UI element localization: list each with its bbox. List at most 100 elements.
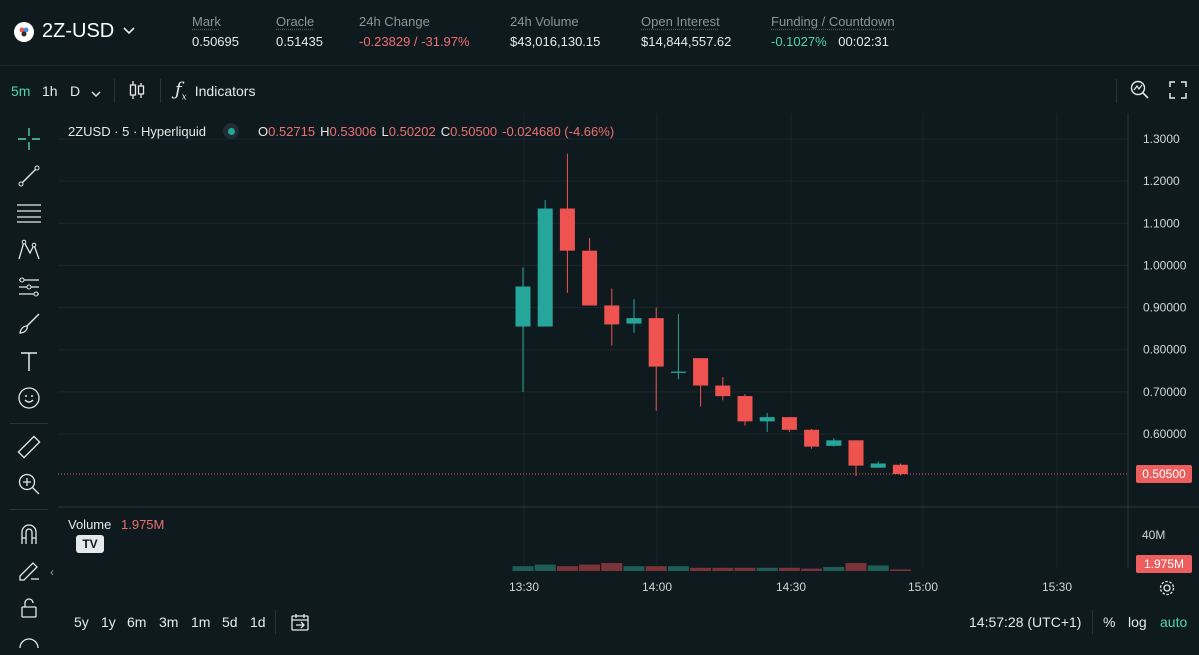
legend-title: 2ZUSD · 5 · Hyperliquid (68, 123, 206, 139)
stat-value: -0.23829 / -31.97% (359, 34, 470, 49)
interval-dropdown-icon[interactable] (91, 85, 101, 103)
price-tick-label: 1.2000 (1143, 174, 1180, 188)
candle-body (693, 358, 709, 386)
volume-bar (712, 567, 734, 571)
candle-body (559, 208, 575, 251)
range-1d[interactable]: 1d (250, 614, 266, 630)
percent-toggle[interactable]: % (1103, 614, 1116, 630)
candle-body (892, 464, 908, 475)
symbol-selector[interactable]: 2Z-USD (14, 20, 136, 43)
candle-body (604, 305, 620, 325)
candle-type-icon[interactable] (127, 79, 147, 106)
ohlc-value: 0.53006 (329, 123, 377, 139)
price-tick-label: 0.70000 (1143, 385, 1187, 399)
time-tick-label: 13:30 (509, 580, 539, 594)
toolbar-divider (114, 79, 115, 103)
brush-icon[interactable] (16, 311, 42, 337)
stat-24h-volume: 24h Volume $43,016,130.15 (510, 14, 600, 49)
magnet-icon[interactable] (16, 521, 42, 547)
chart-legend: 2ZUSD · 5 · Hyperliquid O0.52715 H0.5300… (68, 123, 614, 139)
volume-bar (534, 564, 556, 571)
draw-mode-icon[interactable] (16, 558, 42, 584)
drawing-toolbar: ‹ (0, 113, 58, 648)
ruler-icon[interactable] (16, 434, 42, 460)
volume-bar (512, 566, 534, 571)
volume-bar (734, 567, 756, 571)
volume-bar (867, 565, 889, 571)
candle-body (515, 286, 531, 327)
auto-toggle[interactable]: auto (1160, 614, 1188, 630)
fullscreen-icon[interactable] (1168, 80, 1188, 105)
range-3m[interactable]: 3m (159, 614, 179, 630)
price-tick-label: 1.00000 (1143, 258, 1187, 272)
candle-body (737, 396, 753, 422)
fib-retracement-icon[interactable] (16, 274, 42, 300)
price-tick-label: 0.80000 (1143, 343, 1187, 357)
volume-bar (823, 567, 845, 571)
lock-icon[interactable] (16, 595, 42, 621)
interval-5m[interactable]: 5m (11, 83, 31, 99)
time-tick-label: 15:00 (908, 580, 938, 594)
ohlc-key: L (381, 123, 389, 139)
toolbar-divider (10, 423, 48, 424)
candle-body (537, 208, 553, 327)
volume-bar (756, 567, 778, 571)
candle-body (781, 417, 797, 430)
bottom-bar: 5y 1y 6m 3m 1m 5d 1d 14:57:28 (UTC+1) % … (0, 604, 1199, 640)
ohlc-value: 0.52715 (268, 123, 316, 139)
range-5d[interactable]: 5d (222, 614, 238, 630)
visibility-icon[interactable] (16, 629, 42, 655)
candle-body (670, 371, 686, 373)
toolbar-divider (275, 610, 276, 634)
volume-tag: 1.975M (1136, 555, 1192, 573)
candle-body (826, 440, 842, 446)
price-tick-label: 1.3000 (1143, 132, 1180, 146)
horizontal-lines-icon[interactable] (16, 200, 42, 226)
ohlc-key: H (320, 123, 330, 139)
chevron-down-icon (122, 23, 136, 41)
collapse-arrow-icon[interactable]: ‹ (50, 565, 54, 579)
screenshot-search-icon[interactable] (1129, 79, 1151, 106)
volume-bar (601, 563, 623, 571)
interval-1h[interactable]: 1h (42, 83, 58, 99)
goto-date-icon[interactable] (290, 612, 310, 637)
chart-settings-gear-icon[interactable] (1159, 580, 1175, 601)
interval-d[interactable]: D (70, 83, 81, 99)
range-1m[interactable]: 1m (191, 614, 211, 630)
candle-body (715, 385, 731, 397)
time-tick-label: 15:30 (1042, 580, 1072, 594)
stat-label: Mark (192, 14, 221, 29)
crosshair-icon[interactable] (16, 126, 42, 152)
price-tick-label: 0.90000 (1143, 301, 1187, 315)
range-6m[interactable]: 6m (127, 614, 147, 630)
clock-label[interactable]: 14:57:28 (UTC+1) (969, 614, 1082, 630)
volume-label: Volume (68, 517, 112, 532)
stat-funding: Funding / Countdown -0.1027% 00:02:31 (771, 14, 895, 49)
stat-mark: Mark 0.50695 (192, 14, 239, 49)
text-icon[interactable] (16, 348, 42, 374)
stat-oracle: Oracle 0.51435 (276, 14, 323, 49)
visibility-eye-icon[interactable] (223, 123, 239, 139)
funding-rate: -0.1027% (771, 34, 827, 49)
pattern-icon[interactable] (16, 237, 42, 263)
volume-value: 1.975M (121, 517, 165, 532)
volume-bar (778, 567, 800, 571)
trendline-icon[interactable] (16, 163, 42, 189)
range-5y[interactable]: 5y (74, 614, 89, 630)
stat-value: $43,016,130.15 (510, 34, 601, 49)
zoom-in-icon[interactable] (16, 471, 42, 497)
stat-open-interest: Open Interest $14,844,557.62 (641, 14, 731, 49)
toolbar-divider (1116, 79, 1117, 103)
log-toggle[interactable]: log (1128, 614, 1147, 630)
candle-body (759, 417, 775, 422)
stat-label: 24h Change (359, 14, 430, 29)
emoji-icon[interactable] (16, 385, 42, 411)
indicators-button[interactable]: ƒx Indicators (175, 79, 255, 103)
range-1y[interactable]: 1y (101, 614, 116, 630)
volume-axis-label: 40M (1142, 528, 1166, 542)
price-chart[interactable]: 1.3000 1.2000 1.1000 1.00000 0.90000 0.80000 0… (58, 113, 1199, 640)
candle-body (870, 463, 886, 468)
stat-label: Funding / Countdown (771, 14, 895, 29)
price-tick-label: 1.1000 (1143, 216, 1180, 230)
indicators-label: Indicators (194, 82, 256, 99)
